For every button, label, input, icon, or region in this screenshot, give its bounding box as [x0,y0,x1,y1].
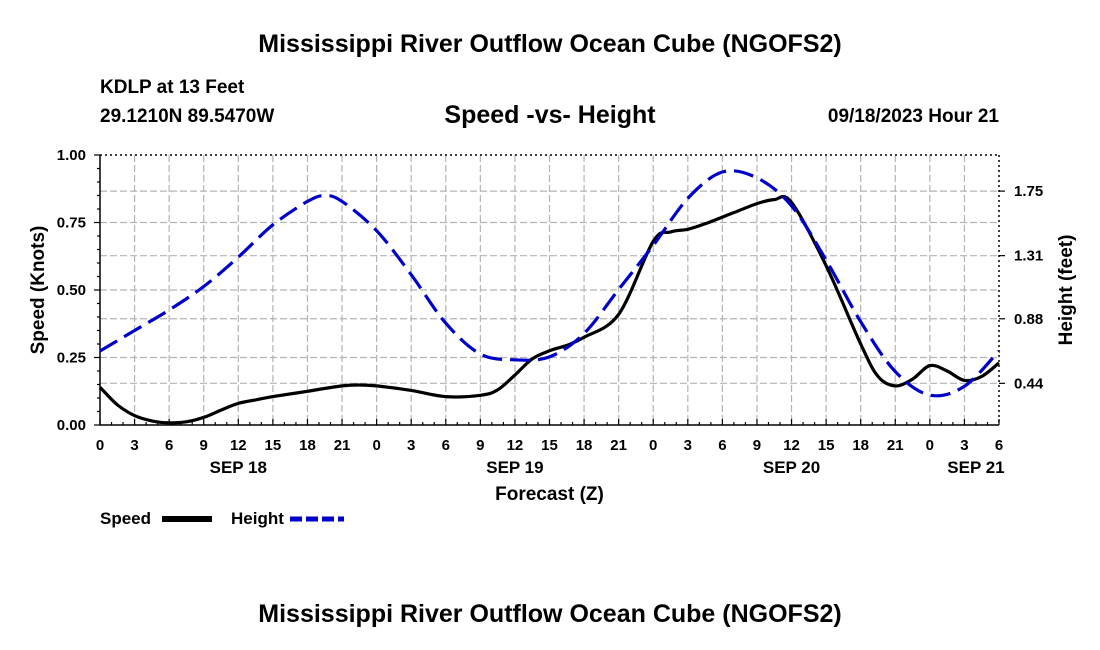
forecast-datetime: 09/18/2023 Hour 21 [827,106,999,127]
x-tick-label: 6 [165,437,173,454]
x-tick-label: 9 [476,437,484,454]
y-tick-label: 0.25 [57,350,86,367]
x-tick-label: 0 [372,437,380,454]
date-label: SEP 21 [947,458,1004,477]
x-tick-label: 12 [783,437,800,454]
grid-lines [100,155,999,425]
legend-swatch-height [290,516,344,522]
x-tick-label: 15 [265,437,282,454]
legend-swatch-speed [162,516,212,522]
x-tick-label: 6 [718,437,726,454]
x-tick-label: 6 [995,437,1003,454]
x-tick-label: 12 [507,437,524,454]
x-tick-label: 15 [818,437,835,454]
y-right-tick-label: 1.75 [1014,183,1043,200]
y-tick-label: 0.50 [57,282,86,299]
y-tick-label: 1.00 [57,147,86,164]
x-tick-label: 3 [130,437,138,454]
x-tick-label: 15 [541,437,558,454]
y-axis-title: Speed (Knots) [28,226,49,355]
series-line-height [99,169,1001,398]
y-right-tick-label: 0.44 [1014,375,1044,392]
date-label: SEP 19 [486,458,543,477]
x-tick-label: 3 [407,437,415,454]
x-tick-label: 0 [926,437,934,454]
date-label: SEP 20 [763,458,820,477]
x-tick-label: 21 [334,437,351,454]
station-label: KDLP at 13 Feet [100,77,245,98]
x-tick-label: 21 [610,437,627,454]
axes [94,154,1005,426]
x-tick-label: 3 [684,437,692,454]
x-tick-label: 9 [200,437,208,454]
x-tick-label: 18 [299,437,316,454]
x-tick-label: 6 [442,437,450,454]
x-tick-label: 9 [753,437,761,454]
speed-height-chart: 0 3 6 9 12 15 18 21 0 3 6 9 12 15 18 21 0 3 6 9 12 15 18 21 0 3 6 S… [28,147,1077,505]
y-right-tick-label: 1.31 [1014,248,1043,265]
series-lines [98,169,1001,425]
footer-title: Mississippi River Outflow Ocean Cube (NG… [258,600,842,628]
x-tick-label: 21 [887,437,904,454]
x-tick-label: 0 [96,437,104,454]
x-tick-label: 3 [960,437,968,454]
legend-label-speed: Speed [100,509,152,528]
x-axis-title: Forecast (Z) [495,484,604,505]
series-line-speed [98,194,1001,425]
date-label: SEP 18 [210,458,267,477]
x-tick-label: 18 [852,437,869,454]
x-tick-label: 0 [649,437,657,454]
chart-subtitle: Speed -vs- Height [444,101,656,129]
x-tick-label: 18 [576,437,593,454]
y-right-axis-title: Height (feet) [1056,235,1077,346]
y-right-tick-label: 0.88 [1014,311,1043,328]
y-tick-label: 0.00 [57,417,86,434]
x-tick-label: 12 [230,437,247,454]
station-coordinates: 29.1210N 89.5470W [100,106,275,127]
y-tick-label: 0.75 [57,215,86,232]
legend-label-height: Height [231,509,284,528]
axis-labels: 0 3 6 9 12 15 18 21 0 3 6 9 12 15 18 21 0 3 6 9 12 15 18 21 0 3 6 S… [28,147,1077,505]
chart-main-title: Mississippi River Outflow Ocean Cube (NG… [258,30,842,58]
